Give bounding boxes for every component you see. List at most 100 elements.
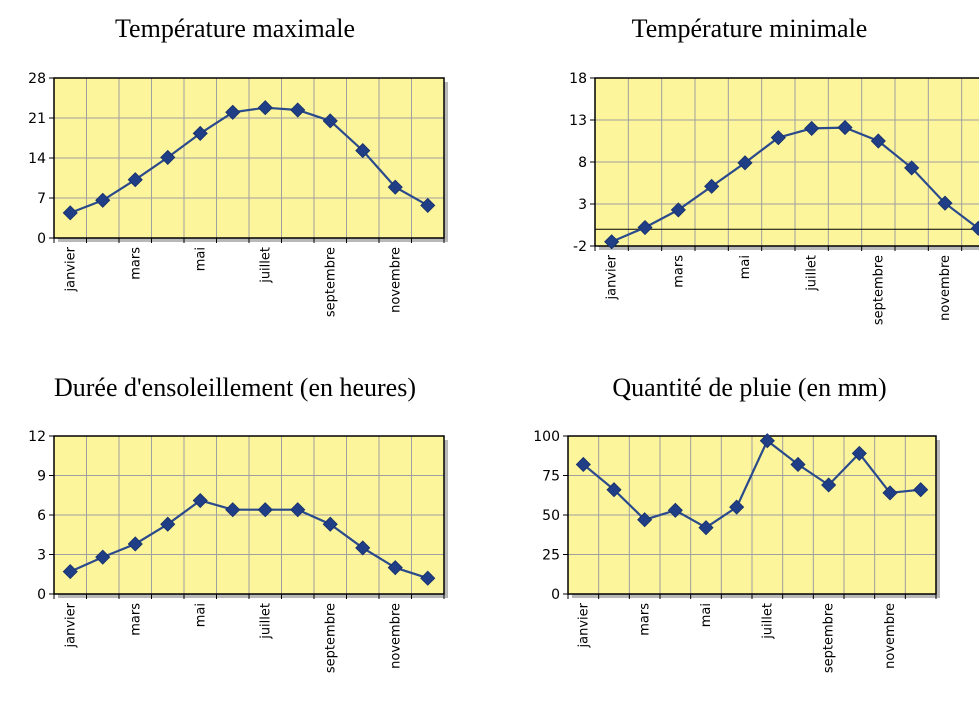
y-tick-label: 50 xyxy=(542,508,560,524)
data-point-mars xyxy=(670,202,686,218)
x-category-label: novembre xyxy=(883,603,898,669)
chart-title-max-temp: Température maximale xyxy=(114,14,355,43)
x-category-label: janvier xyxy=(63,602,78,648)
data-point-janvier xyxy=(62,564,78,580)
data-point-décembre xyxy=(420,197,436,213)
x-category-label: mars xyxy=(128,603,143,636)
data-point-août xyxy=(290,102,306,118)
data-point-avril xyxy=(160,149,176,165)
y-tick-label: -2 xyxy=(573,239,587,255)
data-point-mai xyxy=(698,520,714,536)
data-point-juin xyxy=(729,499,745,515)
y-tick-label: 21 xyxy=(28,111,46,127)
x-category-label: novembre xyxy=(938,255,953,321)
data-point-décembre xyxy=(420,570,436,586)
data-point-novembre xyxy=(387,179,403,195)
x-category-label: janvier xyxy=(63,246,78,292)
x-category-label: novembre xyxy=(388,603,403,669)
chart-title-sunshine: Durée d'ensoleillement (en heures) xyxy=(53,373,417,402)
data-point-avril xyxy=(704,178,720,194)
x-category-label: mars xyxy=(128,247,143,280)
data-point-janvier xyxy=(62,205,78,221)
data-point-décembre xyxy=(913,482,929,498)
data-point-octobre xyxy=(904,160,920,176)
x-category-label: juillet xyxy=(258,247,273,284)
x-category-label: mai xyxy=(193,247,208,271)
x-category-label: septembre xyxy=(323,603,338,673)
data-point-juin xyxy=(225,502,241,518)
data-point-mars xyxy=(127,172,143,188)
data-point-septembre xyxy=(322,113,338,129)
data-point-décembre xyxy=(970,220,979,236)
data-point-octobre xyxy=(851,445,867,461)
data-point-septembre xyxy=(870,133,886,149)
y-tick-label: 3 xyxy=(578,197,587,213)
x-category-label: mai xyxy=(738,255,753,279)
data-point-février xyxy=(637,219,653,236)
y-tick-label: 25 xyxy=(542,548,560,564)
y-tick-label: 0 xyxy=(37,231,46,247)
series-line xyxy=(69,499,429,580)
data-point-juillet xyxy=(804,120,820,136)
data-point-juillet xyxy=(257,502,273,518)
data-point-septembre xyxy=(821,477,837,493)
data-point-mai xyxy=(192,125,208,141)
chart-3: 0 3 6 9 12 janvier mars mai juillet septembre nove… xyxy=(28,429,448,673)
data-point-février xyxy=(95,192,111,208)
x-category-label: mars xyxy=(671,255,686,288)
data-point-mai xyxy=(192,492,208,509)
data-point-février xyxy=(606,482,622,498)
y-tick-label: 14 xyxy=(28,151,46,167)
data-point-juillet xyxy=(257,100,273,116)
y-tick-label: 100 xyxy=(533,429,560,445)
data-point-octobre xyxy=(355,540,371,556)
y-tick-label: 18 xyxy=(569,71,587,87)
chart-title-rain: Quantité de pluie (en mm) xyxy=(612,373,887,402)
series-line xyxy=(582,438,921,529)
chart-title-min-temp: Température minimale xyxy=(631,14,868,43)
data-point-août xyxy=(290,502,306,518)
data-point-novembre xyxy=(937,195,953,211)
data-point-avril xyxy=(160,516,176,532)
data-point-octobre xyxy=(355,143,371,159)
series-line xyxy=(69,106,429,214)
chart-2: -2 3 8 13 18 janvier mars mai juillet septembre no… xyxy=(569,71,979,325)
y-tick-label: 28 xyxy=(28,71,46,87)
y-tick-label: 75 xyxy=(542,469,560,485)
data-point-novembre xyxy=(387,560,403,576)
x-category-label: mars xyxy=(638,603,653,636)
data-point-août xyxy=(837,119,853,136)
data-point-juin xyxy=(225,104,241,120)
y-tick-label: 9 xyxy=(37,469,46,485)
data-point-janvier xyxy=(575,456,591,473)
y-tick-label: 6 xyxy=(37,508,46,524)
data-point-mars xyxy=(127,536,143,552)
y-tick-label: 3 xyxy=(37,548,46,564)
data-point-septembre xyxy=(322,516,338,532)
chart-4: 0 25 50 75 100 janvier mars mai juillet septembre… xyxy=(533,429,940,673)
y-tick-label: 12 xyxy=(28,429,46,445)
x-category-label: juillet xyxy=(760,603,775,640)
chart-1: 0 7 14 21 28 janvier mars mai juillet septembre no… xyxy=(28,71,448,317)
data-point-août xyxy=(790,456,806,473)
y-tick-label: 7 xyxy=(37,191,46,207)
data-point-juillet xyxy=(759,433,775,449)
x-category-label: mai xyxy=(699,603,714,627)
x-category-label: juillet xyxy=(258,603,273,640)
data-point-janvier xyxy=(604,234,620,250)
x-category-label: janvier xyxy=(576,602,591,648)
data-point-avril xyxy=(667,502,683,518)
y-tick-label: 8 xyxy=(578,155,587,171)
x-category-label: mai xyxy=(193,603,208,627)
data-point-juin xyxy=(770,130,786,146)
series-line xyxy=(611,126,979,243)
x-category-label: novembre xyxy=(388,247,403,313)
data-point-novembre xyxy=(882,485,898,501)
x-category-label: septembre xyxy=(871,255,886,325)
y-tick-label: 0 xyxy=(37,587,46,603)
x-category-label: juillet xyxy=(805,255,820,292)
y-tick-label: 13 xyxy=(569,113,587,129)
x-category-label: janvier xyxy=(605,254,620,300)
x-category-label: septembre xyxy=(822,603,837,673)
